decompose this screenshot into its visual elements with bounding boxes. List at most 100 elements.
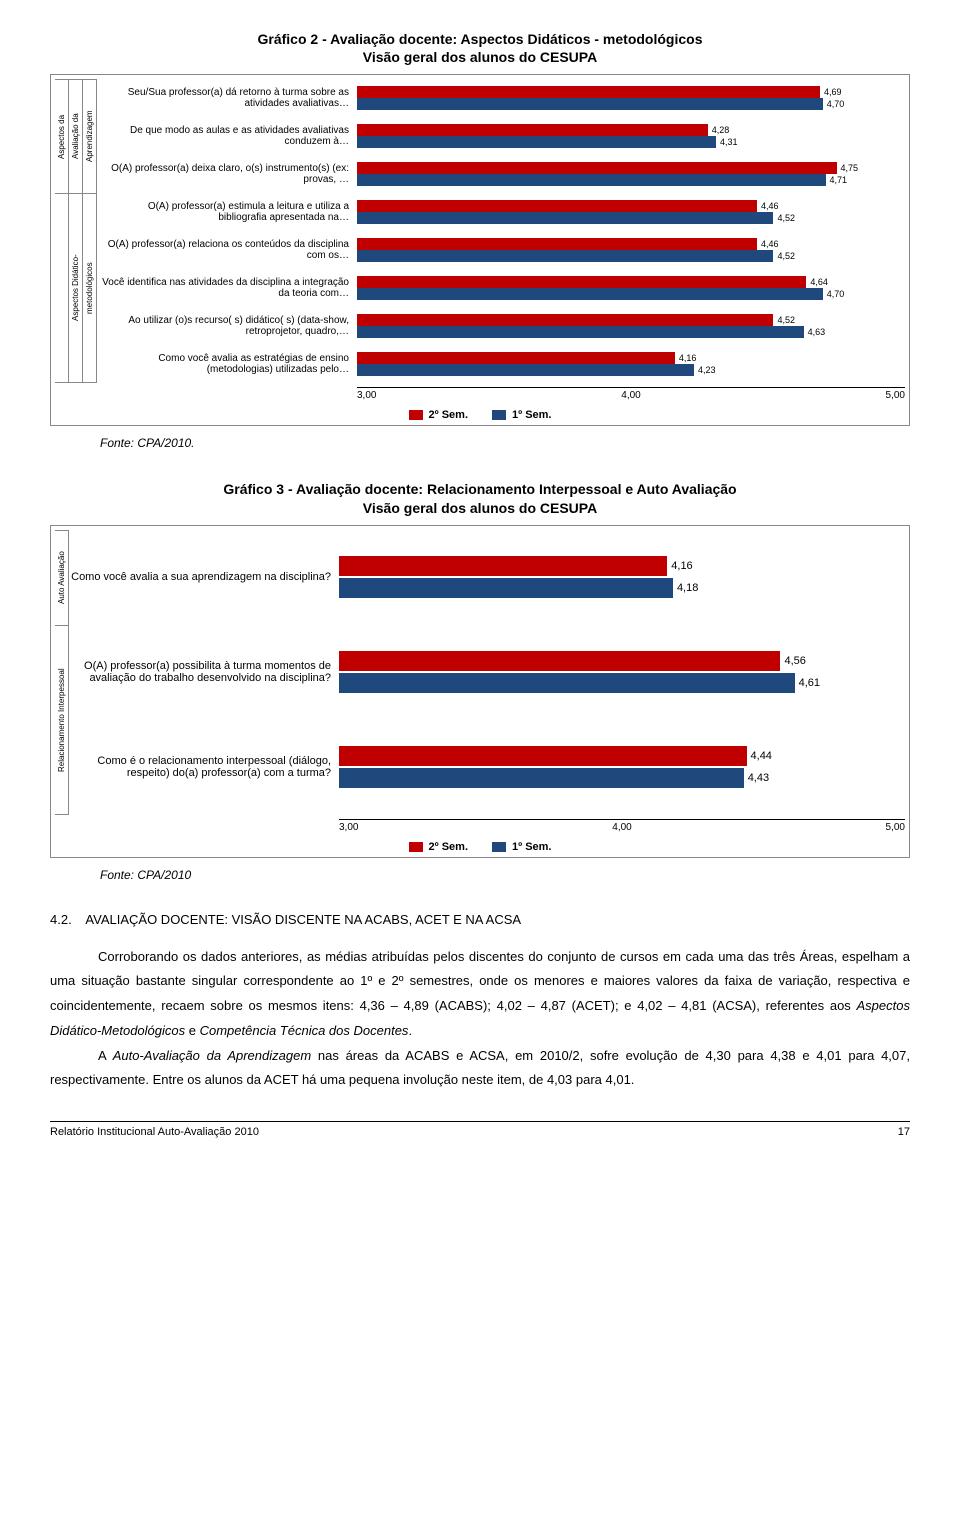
- row-label: O(A) professor(a) estimula a leitura e u…: [97, 201, 357, 224]
- bar-value: 4,16: [671, 560, 692, 572]
- section-number: 4.2.: [50, 912, 72, 927]
- page-footer: Relatório Institucional Auto-Avaliação 2…: [50, 1121, 910, 1138]
- legend-swatch-sem2: [409, 842, 423, 852]
- p2-italic: Auto-Avaliação da Aprendizagem: [113, 1048, 311, 1063]
- bar-value: 4,44: [751, 750, 772, 762]
- group-vlabel: Aspectos da: [55, 80, 69, 193]
- legend-label: 1º Sem.: [512, 841, 551, 853]
- bar-v2: [357, 276, 806, 288]
- xtick: 4,00: [612, 822, 631, 833]
- bar-value: 4,31: [720, 137, 738, 147]
- bar-value: 4,46: [761, 239, 779, 249]
- bar-value: 4,52: [777, 251, 795, 261]
- bar-value: 4,56: [784, 655, 805, 667]
- group-vlabel: Auto Avaliação: [55, 531, 69, 625]
- chart2-fonte: Fonte: CPA/2010.: [100, 436, 910, 450]
- bar-value: 4,69: [824, 87, 842, 97]
- row-label: Como você avalia as estratégias de ensin…: [97, 353, 357, 376]
- xtick: 5,00: [886, 390, 905, 401]
- bar-v1: [339, 673, 795, 693]
- xtick: 5,00: [886, 822, 905, 833]
- legend-label: 2º Sem.: [429, 409, 468, 421]
- bar-value: 4,23: [698, 365, 716, 375]
- p1-italic2: Competência Técnica dos Docentes: [200, 1023, 409, 1038]
- legend-label: 1º Sem.: [512, 409, 551, 421]
- chart-row: De que modo as aulas e as atividades ava…: [97, 117, 905, 155]
- chart2-title: Gráfico 2 - Avaliação docente: Aspectos …: [50, 30, 910, 66]
- bar-v2: [357, 86, 820, 98]
- bar-v2: [339, 556, 667, 576]
- p1-end: .: [408, 1023, 412, 1038]
- chart-row: Como você avalia a sua aprendizagem na d…: [69, 530, 905, 625]
- row-label: O(A) professor(a) deixa claro, o(s) inst…: [97, 163, 357, 186]
- bar-v2: [339, 651, 780, 671]
- bar-v2: [357, 352, 675, 364]
- bar-v1: [357, 136, 716, 148]
- bar-v2: [357, 314, 773, 326]
- chart-row: Como você avalia as estratégias de ensin…: [97, 345, 905, 383]
- section-heading: 4.2. AVALIAÇÃO DOCENTE: VISÃO DISCENTE N…: [50, 912, 910, 927]
- chart2-legend: 2º Sem. 1º Sem.: [55, 409, 905, 421]
- row-label: O(A) professor(a) possibilita à turma mo…: [69, 660, 339, 685]
- footer-left: Relatório Institucional Auto-Avaliação 2…: [50, 1126, 259, 1138]
- bar-value: 4,71: [830, 175, 848, 185]
- chart-row: O(A) professor(a) deixa claro, o(s) inst…: [97, 155, 905, 193]
- chart-row: O(A) professor(a) estimula a leitura e u…: [97, 193, 905, 231]
- legend-swatch-sem2: [409, 410, 423, 420]
- group-vlabel: Avaliação da: [69, 80, 83, 193]
- p1-text: Corroborando os dados anteriores, as méd…: [50, 949, 910, 1013]
- bar-value: 4,52: [777, 213, 795, 223]
- row-label: De que modo as aulas e as atividades ava…: [97, 125, 357, 148]
- row-label: O(A) professor(a) relaciona os conteúdos…: [97, 239, 357, 262]
- bar-v2: [357, 238, 757, 250]
- chart3-title-l2: Visão geral dos alunos do CESUPA: [363, 500, 597, 516]
- bar-v1: [357, 98, 823, 110]
- legend-swatch-sem1: [492, 842, 506, 852]
- legend-swatch-sem1: [492, 410, 506, 420]
- bar-v2: [339, 746, 747, 766]
- legend-label: 2º Sem.: [429, 841, 468, 853]
- bar-v1: [357, 250, 773, 262]
- bar-v1: [357, 288, 823, 300]
- chart2-xaxis: 3,00 4,00 5,00: [357, 387, 905, 401]
- row-label: Você identifica nas atividades da discip…: [97, 277, 357, 300]
- p1-mid: e: [185, 1023, 199, 1038]
- bar-value: 4,63: [808, 327, 826, 337]
- bar-value: 4,64: [810, 277, 828, 287]
- bar-value: 4,18: [677, 582, 698, 594]
- bar-v1: [357, 364, 694, 376]
- chart-row: O(A) professor(a) relaciona os conteúdos…: [97, 231, 905, 269]
- chart3: Auto AvaliaçãoRelacionamento Interpessoa…: [50, 525, 910, 858]
- chart3-title-l1: Gráfico 3 - Avaliação docente: Relaciona…: [223, 481, 736, 497]
- chart3-xaxis: 3,00 4,00 5,00: [339, 819, 905, 833]
- xtick: 4,00: [621, 390, 640, 401]
- bar-value: 4,75: [841, 163, 859, 173]
- row-label: Ao utilizar (o)s recurso( s) didático( s…: [97, 315, 357, 338]
- footer-page: 17: [898, 1126, 910, 1138]
- chart2-title-l2: Visão geral dos alunos do CESUPA: [363, 49, 597, 65]
- bar-value: 4,28: [712, 125, 730, 135]
- bar-value: 4,46: [761, 201, 779, 211]
- group-vlabel: Relacionamento Interpessoal: [55, 626, 69, 814]
- bar-v2: [357, 162, 837, 174]
- chart3-legend: 2º Sem. 1º Sem.: [55, 841, 905, 853]
- bar-v2: [357, 200, 757, 212]
- legend-item-sem2: 2º Sem.: [409, 841, 468, 853]
- legend-item-sem2: 2º Sem.: [409, 409, 468, 421]
- legend-item-sem1: 1º Sem.: [492, 409, 551, 421]
- section-title: AVALIAÇÃO DOCENTE: VISÃO DISCENTE NA ACA…: [85, 912, 521, 927]
- chart2: Aspectos daAvaliação daAprendizagem Aspe…: [50, 74, 910, 426]
- chart-row: O(A) professor(a) possibilita à turma mo…: [69, 625, 905, 720]
- bar-value: 4,70: [827, 289, 845, 299]
- bar-value: 4,43: [748, 772, 769, 784]
- chart-row: Você identifica nas atividades da discip…: [97, 269, 905, 307]
- chart2-title-l1: Gráfico 2 - Avaliação docente: Aspectos …: [258, 31, 703, 47]
- bar-v1: [339, 768, 744, 788]
- xtick: 3,00: [357, 390, 376, 401]
- p2a: A: [98, 1048, 113, 1063]
- bar-value: 4,61: [799, 677, 820, 689]
- bar-value: 4,16: [679, 353, 697, 363]
- group-vlabel: metodológicos: [83, 194, 97, 382]
- row-label: Como é o relacionamento interpessoal (di…: [69, 755, 339, 780]
- row-label: Seu/Sua professor(a) dá retorno à turma …: [97, 87, 357, 110]
